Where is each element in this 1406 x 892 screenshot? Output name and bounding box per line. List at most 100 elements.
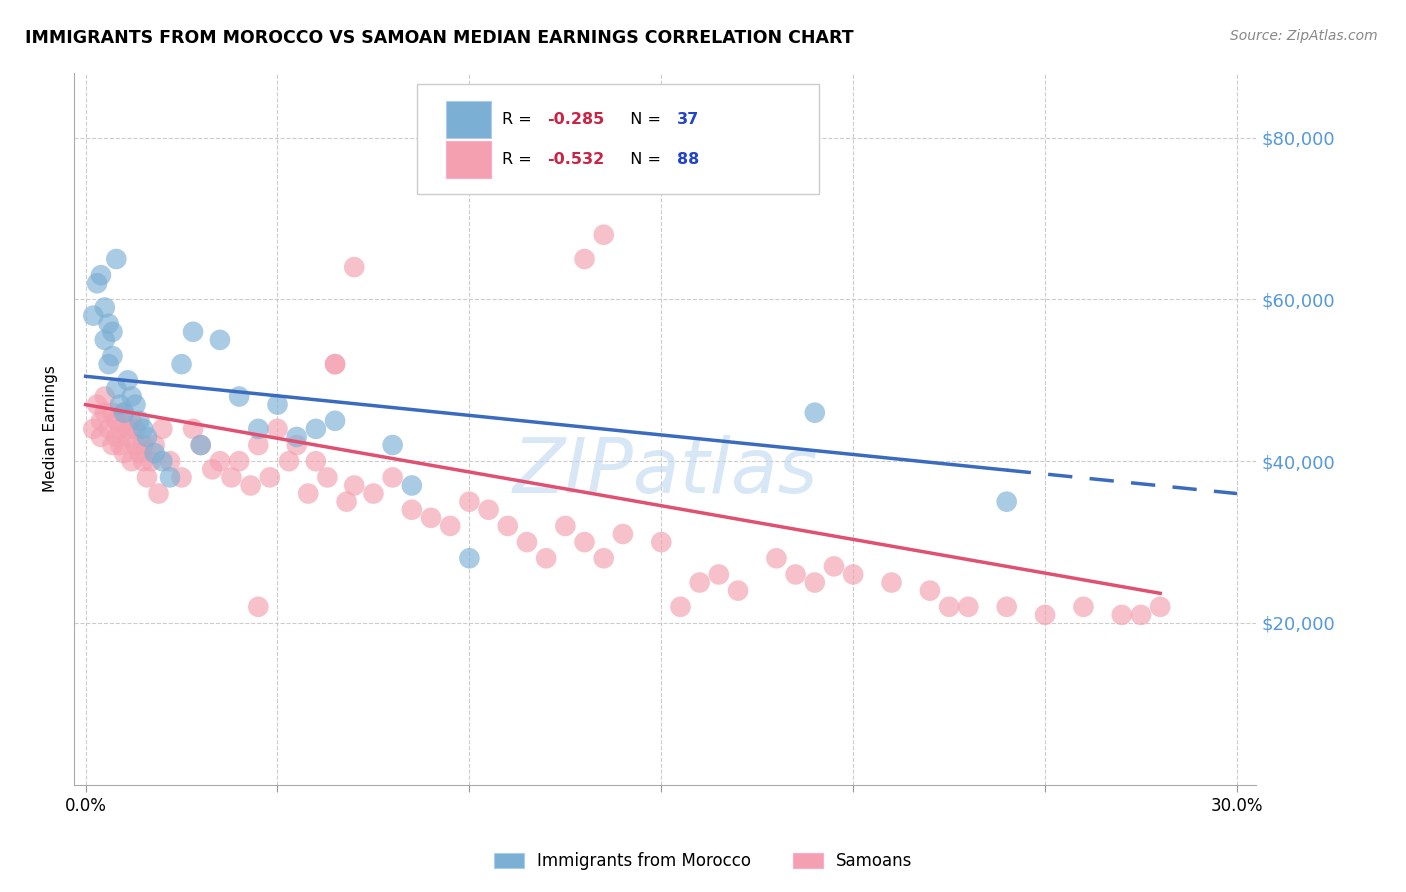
Point (439, 519, 461, 533)
Point (554, 519, 576, 533)
Point (239, 478, 262, 492)
Point (201, 462, 224, 476)
Point (343, 478, 366, 492)
Point (139, 454, 162, 468)
Point (823, 559, 845, 574)
Text: 88: 88 (676, 153, 699, 168)
Point (995, 599, 1018, 614)
Point (1033, 607, 1056, 622)
FancyBboxPatch shape (447, 102, 491, 138)
FancyBboxPatch shape (447, 141, 491, 178)
Point (285, 438, 308, 452)
Point (181, 325, 204, 339)
Point (574, 535, 596, 549)
Point (143, 438, 166, 452)
Point (278, 454, 301, 468)
FancyBboxPatch shape (418, 84, 818, 194)
Point (181, 422, 204, 436)
Point (94, 390, 117, 404)
Point (90, 268, 112, 283)
Point (785, 567, 807, 582)
Point (132, 454, 155, 468)
Point (401, 478, 423, 492)
Point (136, 470, 159, 484)
Point (323, 357, 346, 371)
Point (97, 317, 120, 331)
Text: R =: R = (502, 112, 537, 128)
Point (297, 486, 319, 500)
Point (477, 502, 499, 516)
Point (228, 454, 250, 468)
Point (117, 430, 139, 444)
Point (101, 438, 124, 452)
Point (121, 454, 143, 468)
Point (458, 494, 481, 508)
Point (285, 430, 308, 444)
Point (221, 470, 243, 484)
Point (305, 422, 328, 436)
Point (105, 414, 128, 428)
Point (247, 599, 270, 614)
Point (420, 511, 443, 525)
Text: -0.285: -0.285 (547, 112, 605, 128)
Point (305, 454, 328, 468)
Point (105, 252, 128, 266)
Point (707, 567, 730, 582)
Point (86, 277, 108, 291)
Point (804, 575, 827, 590)
Point (170, 357, 193, 371)
Point (574, 252, 596, 266)
Point (208, 454, 231, 468)
Point (592, 227, 614, 242)
Point (159, 454, 181, 468)
Point (938, 599, 960, 614)
Point (121, 414, 143, 428)
Point (143, 446, 166, 460)
Point (995, 494, 1018, 508)
Point (94, 333, 117, 347)
Point (842, 567, 865, 582)
Point (381, 470, 404, 484)
Point (247, 438, 270, 452)
Point (159, 470, 181, 484)
Point (228, 390, 250, 404)
Point (765, 551, 787, 566)
Point (101, 406, 124, 420)
Point (316, 470, 339, 484)
Point (97, 357, 120, 371)
Point (323, 357, 346, 371)
Text: Source: ZipAtlas.com: Source: ZipAtlas.com (1230, 29, 1378, 43)
Point (1111, 607, 1133, 622)
Point (880, 575, 903, 590)
Point (117, 422, 139, 436)
Point (108, 422, 131, 436)
Text: 37: 37 (676, 112, 699, 128)
Point (82, 422, 104, 436)
Point (170, 470, 193, 484)
Point (128, 446, 150, 460)
Legend: Immigrants from Morocco, Samoans: Immigrants from Morocco, Samoans (486, 846, 920, 877)
Text: IMMIGRANTS FROM MOROCCO VS SAMOAN MEDIAN EARNINGS CORRELATION CHART: IMMIGRANTS FROM MOROCCO VS SAMOAN MEDIAN… (25, 29, 853, 46)
Point (247, 422, 270, 436)
Text: N =: N = (620, 112, 666, 128)
Point (108, 398, 131, 412)
Point (82, 309, 104, 323)
Point (534, 551, 557, 566)
Point (150, 454, 173, 468)
Point (259, 470, 281, 484)
Point (804, 406, 827, 420)
Point (266, 398, 288, 412)
Point (592, 551, 614, 566)
Point (190, 438, 212, 452)
Point (458, 551, 481, 566)
Point (1073, 599, 1095, 614)
Point (112, 406, 135, 420)
Point (124, 398, 146, 412)
Point (124, 438, 146, 452)
Point (336, 494, 359, 508)
Point (101, 349, 124, 363)
Point (150, 422, 173, 436)
Point (112, 406, 135, 420)
Point (266, 422, 288, 436)
Point (108, 438, 131, 452)
